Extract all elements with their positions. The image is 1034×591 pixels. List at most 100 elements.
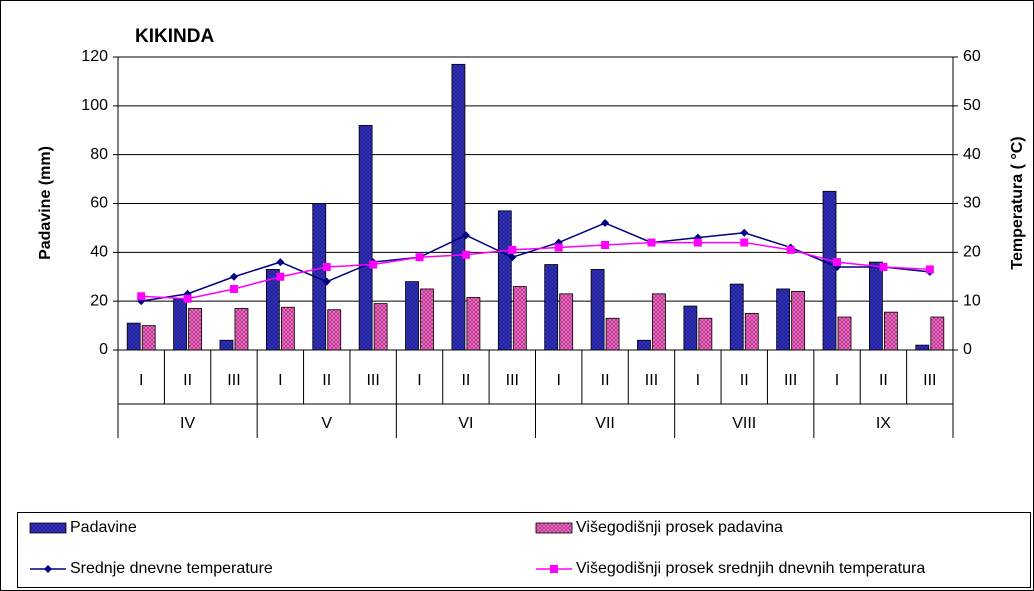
bar [776,288,791,351]
y2-tick-label: 60 [963,48,981,65]
point [276,272,285,281]
y2-tick-label: 0 [963,341,972,358]
group-label: VII [595,415,615,432]
x-tick-label: III [227,372,240,389]
legend-box [17,512,1031,588]
point [740,238,749,247]
y-tick-label: 20 [90,292,108,309]
group-label: VIII [732,415,756,432]
point [740,228,749,237]
bar [373,303,388,351]
bar [544,264,559,351]
bar [590,269,605,351]
bar [559,293,574,351]
bar [869,261,883,351]
point [183,294,192,303]
bar [126,322,141,351]
point [601,219,610,228]
bar [405,281,419,351]
legend-marker [550,565,558,573]
x-tick-label: II [601,372,610,389]
group-label: IX [876,415,891,432]
x-tick-label: II [461,372,470,389]
point [322,262,331,271]
point [554,243,563,252]
y2-tick-label: 20 [963,244,981,261]
y-tick-label: 60 [90,195,108,212]
point [369,260,378,269]
point [508,253,517,262]
bar [884,311,898,351]
bar [729,283,744,351]
bar [173,298,187,351]
point [833,258,842,267]
bar [265,269,280,351]
point [229,272,238,281]
point [137,292,146,301]
y-tick-label: 80 [90,146,108,163]
x-tick-label: III [366,372,379,389]
bar [930,316,945,351]
point [229,284,238,293]
point [508,245,517,254]
x-tick-label: I [556,372,560,389]
x-tick-label: I [835,372,839,389]
y2-tick-label: 10 [963,292,981,309]
point [276,258,285,267]
legend-label: Višegodišnji prosek padavina [576,519,783,536]
legend-label: Višegodišnji prosek srednjih dnevnih tem… [576,560,925,577]
bar [683,305,698,351]
bar [652,293,666,351]
bar [512,286,527,351]
bar [358,124,373,351]
y2-tick-label: 30 [963,195,981,212]
x-tick-label: II [322,372,331,389]
point [647,238,656,247]
group-label: VI [458,415,473,432]
point [415,253,424,262]
x-tick-label: III [923,372,936,389]
legend-marker [44,565,52,573]
x-tick-label: II [183,372,192,389]
line [141,241,930,300]
y2-tick-label: 50 [963,97,981,114]
y-tick-label: 40 [90,244,108,261]
group-label: V [321,415,332,432]
y-tick-label: 100 [81,97,108,114]
bar [141,325,156,351]
point [786,245,795,254]
legend-label: Srednje dnevne temperature [70,560,273,577]
bar [234,308,249,351]
x-tick-label: III [784,372,797,389]
bar [698,317,713,351]
bar [219,339,234,351]
legend-label: Padavine [70,519,137,536]
x-tick-label: I [417,372,421,389]
legend-swatch [29,522,67,534]
bar [312,203,327,351]
y2-tick-label: 40 [963,146,981,163]
line [141,222,930,302]
chart-title: KIKINDA [135,26,214,47]
bar [466,297,481,351]
group-label: IV [180,415,195,432]
point [693,238,702,247]
bar [791,290,806,351]
y2-axis-label: Temperatura ( °C) [1009,136,1026,269]
y-axis-label: Padavine (mm) [37,146,54,260]
bar [744,312,759,351]
x-tick-label: III [645,372,658,389]
y-tick-label: 0 [99,341,108,358]
bar [280,306,295,351]
point [925,265,934,274]
bar [188,308,202,351]
x-tick-label: I [696,372,700,389]
bar [451,63,466,351]
legend-swatch [535,522,573,534]
point [601,241,610,250]
bar [605,317,620,351]
bar [497,210,512,351]
x-tick-label: II [740,372,749,389]
point [461,250,470,259]
